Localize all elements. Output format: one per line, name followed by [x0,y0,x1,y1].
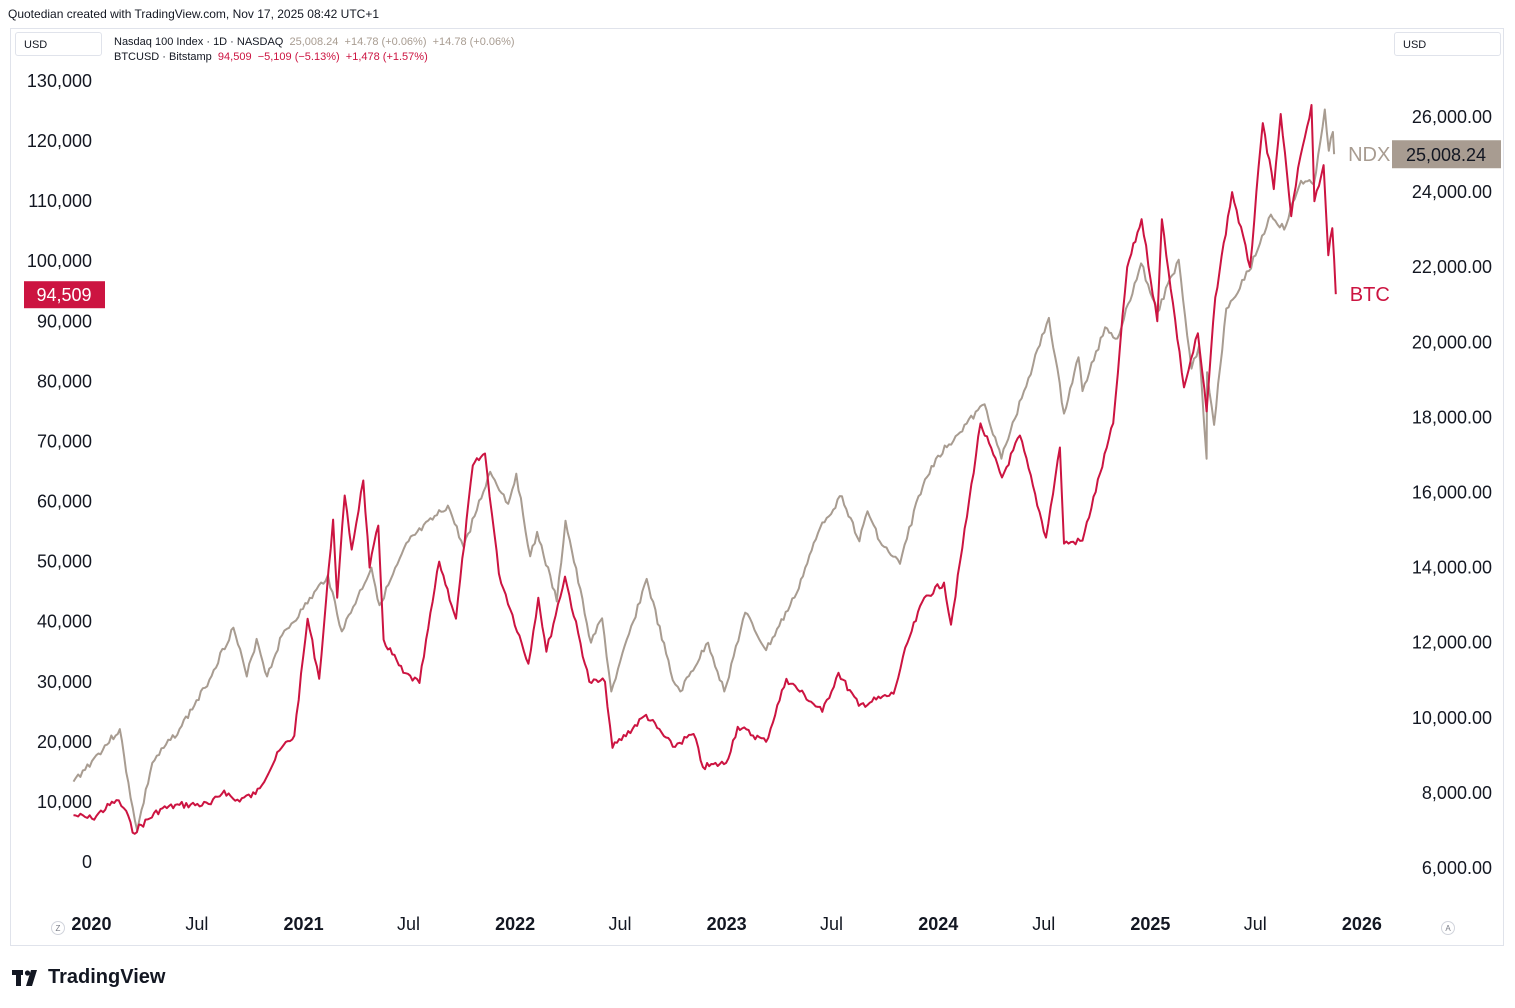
tradingview-brand: TradingView [12,966,165,989]
x-axis-tick: 2022 [495,914,535,934]
left-axis-tick: 110,000 [28,191,92,211]
right-axis-tick: 8,000.00 [1422,783,1492,803]
legend-btc-name: BTCUSD · Bitstamp [114,51,212,63]
series-end-label-ndx: NDX [1348,144,1390,166]
x-axis-tick: Jul [185,914,208,934]
left-axis-tick: 50,000 [37,552,92,572]
left-axis-tick: 60,000 [37,492,92,512]
legend-row-ndx[interactable]: Nasdaq 100 Index · 1D · NASDAQ 25,008.24… [114,35,515,50]
tradingview-logo-icon [12,969,42,986]
right-axis-tick: 20,000.00 [1412,332,1492,352]
legend-btc-price: 94,509 [217,51,252,63]
auto-scale-toggle[interactable]: A [1441,921,1455,935]
left-axis-tick: 80,000 [37,371,92,391]
btc-price-tag-text: 94,509 [36,285,91,305]
right-axis-tick: 16,000.00 [1412,483,1492,503]
left-axis-tick: 30,000 [37,672,92,692]
right-axis-tick: 10,000.00 [1412,708,1492,728]
x-axis-tick: 2023 [707,914,747,934]
legend-btc-change: −5,109 (−5.13%) [257,51,340,63]
x-axis-tick: Jul [1244,914,1267,934]
x-axis-tick: 2024 [918,914,958,934]
legend-ndx-name: Nasdaq 100 Index · 1D · NASDAQ [114,36,284,48]
x-axis-tick: 2021 [284,914,324,934]
btc-price-tag [24,281,105,309]
left-axis-tick: 40,000 [37,612,92,632]
right-axis-tick: 18,000.00 [1412,407,1492,427]
right-axis-tick: 22,000.00 [1412,257,1492,277]
right-currency-selector[interactable]: USD [1394,32,1501,56]
x-axis-tick: Jul [820,914,843,934]
left-axis-tick: 0 [82,852,92,872]
left-axis-tick: 20,000 [37,732,92,752]
legend-ndx-change: +14.78 (+0.06%) [344,36,427,48]
right-axis-tick: 12,000.00 [1412,633,1492,653]
left-axis-tick: 130,000 [27,71,92,91]
ndx-price-tag [1392,140,1501,169]
left-axis-tick: 120,000 [27,131,92,151]
left-axis-tick: 100,000 [27,251,92,271]
x-axis-tick: Jul [1032,914,1055,934]
left-axis-tick: 70,000 [37,431,92,451]
x-axis-tick: 2025 [1130,914,1170,934]
legend-ndx-price: 25,008.24 [289,36,339,48]
ndx-price-tag-text: 25,008.24 [1406,145,1486,165]
x-axis-tick: 2020 [71,914,111,934]
right-axis-tick: 26,000.00 [1412,107,1492,127]
brand-name: TradingView [48,966,166,988]
left-currency-selector[interactable]: USD [15,32,102,56]
x-axis-tick: Jul [609,914,632,934]
legend-btc-change2: +1,478 (+1.57%) [345,51,428,63]
x-axis-tick: 2026 [1342,914,1382,934]
chart-frame [10,28,1504,946]
chart-credit: Quotedian created with TradingView.com, … [8,7,379,21]
legend-ndx-change2: +14.78 (+0.06%) [432,36,515,48]
right-axis-tick: 6,000.00 [1422,858,1492,878]
left-axis-tick: 90,000 [37,311,92,331]
legend-row-btc[interactable]: BTCUSD · Bitstamp 94,509 −5,109 (−5.13%)… [114,50,515,65]
series-line-ndx [72,108,1336,832]
right-axis-tick: 14,000.00 [1412,558,1492,578]
chart-legend: Nasdaq 100 Index · 1D · NASDAQ 25,008.24… [114,35,515,65]
series-end-label-btc: BTC [1350,284,1390,306]
right-axis-tick: 24,000.00 [1412,182,1492,202]
x-axis-tick: Jul [397,914,420,934]
series-line-btc [73,104,1337,835]
left-axis-tick: 10,000 [37,792,92,812]
timezone-toggle[interactable]: Z [51,921,65,935]
